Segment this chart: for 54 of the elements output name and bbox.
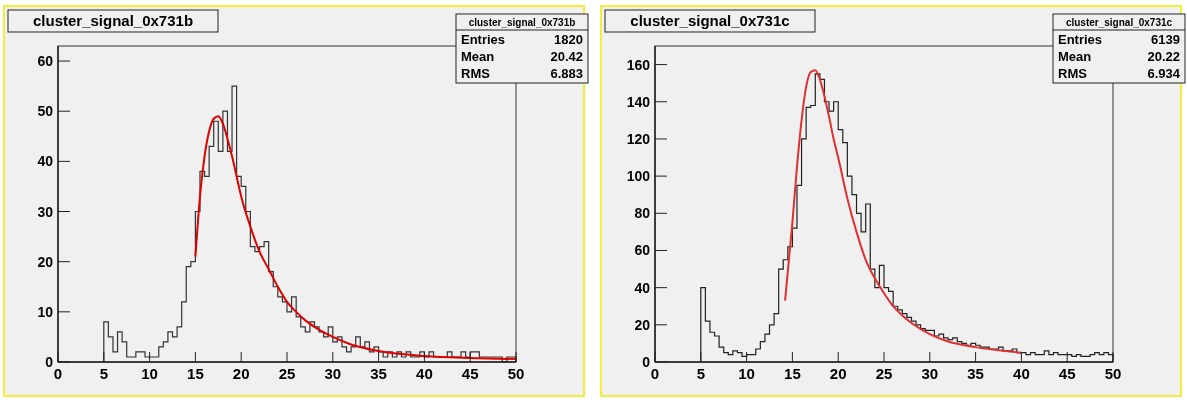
x-tick-label: 30 [921,365,939,382]
x-tick-label: 15 [784,365,801,382]
chart-title: cluster_signal_0x731b [32,12,194,29]
y-tick-label: 30 [37,203,54,220]
line-series [194,115,517,360]
x-tick-label: 10 [738,365,755,382]
text: cluster_signal_0x731b [468,17,576,28]
y-tick-label: 10 [37,303,54,320]
text: 1820 [554,32,583,47]
y-tick-label: 60 [634,242,651,259]
text: cluster_signal_0x731c [1065,17,1173,28]
y-tick-label: 100 [626,168,651,185]
x-tick-label: 40 [1013,365,1030,382]
x-tick-label: 35 [370,365,387,382]
x-tick-label: 45 [1058,365,1076,382]
y-tick-label: 80 [634,205,651,222]
y-tick-label: 0 [642,354,651,370]
y-tick-label: 50 [37,103,54,120]
annotation: Mean [1058,49,1092,64]
text: 6.934 [1147,66,1181,81]
x-tick-label: 20 [232,365,250,382]
x-tick-label: 25 [278,365,296,382]
annotation: RMS [461,66,491,81]
x-tick-label: 35 [967,365,984,382]
x-tick-label: 50 [1104,365,1122,382]
y-tick-label: 160 [626,56,651,73]
x-tick-label: 25 [875,365,893,382]
y-tick-label: 40 [37,153,54,170]
annotation: Entries [1058,32,1103,47]
x-tick-label: 40 [416,365,433,382]
line-series [784,69,1023,354]
y-tick-label: 60 [37,53,54,70]
x-tick-label: 15 [187,365,204,382]
x-tick-label: 50 [507,365,525,382]
text: 20.22 [1147,49,1180,64]
x-tick-label: 5 [696,365,705,382]
x-tick-label: 20 [829,365,847,382]
text: 6139 [1151,32,1180,47]
text: 20.42 [550,49,583,64]
chart-title: cluster_signal_0x731c [630,12,790,29]
y-tick-label: 120 [626,130,651,147]
x-tick-label: 45 [461,365,479,382]
x-tick-label: 5 [99,365,108,382]
y-tick-label: 140 [626,93,651,110]
y-tick-label: 0 [45,354,54,370]
annotation: Entries [461,32,506,47]
annotation: Mean [461,49,495,64]
y-tick-label: 40 [634,279,651,296]
x-tick-label: 30 [324,365,342,382]
text: 6.883 [550,66,583,81]
x-tick-label: 10 [141,365,158,382]
y-tick-label: 20 [37,253,54,270]
y-tick-label: 20 [634,316,651,333]
annotation: RMS [1058,66,1088,81]
